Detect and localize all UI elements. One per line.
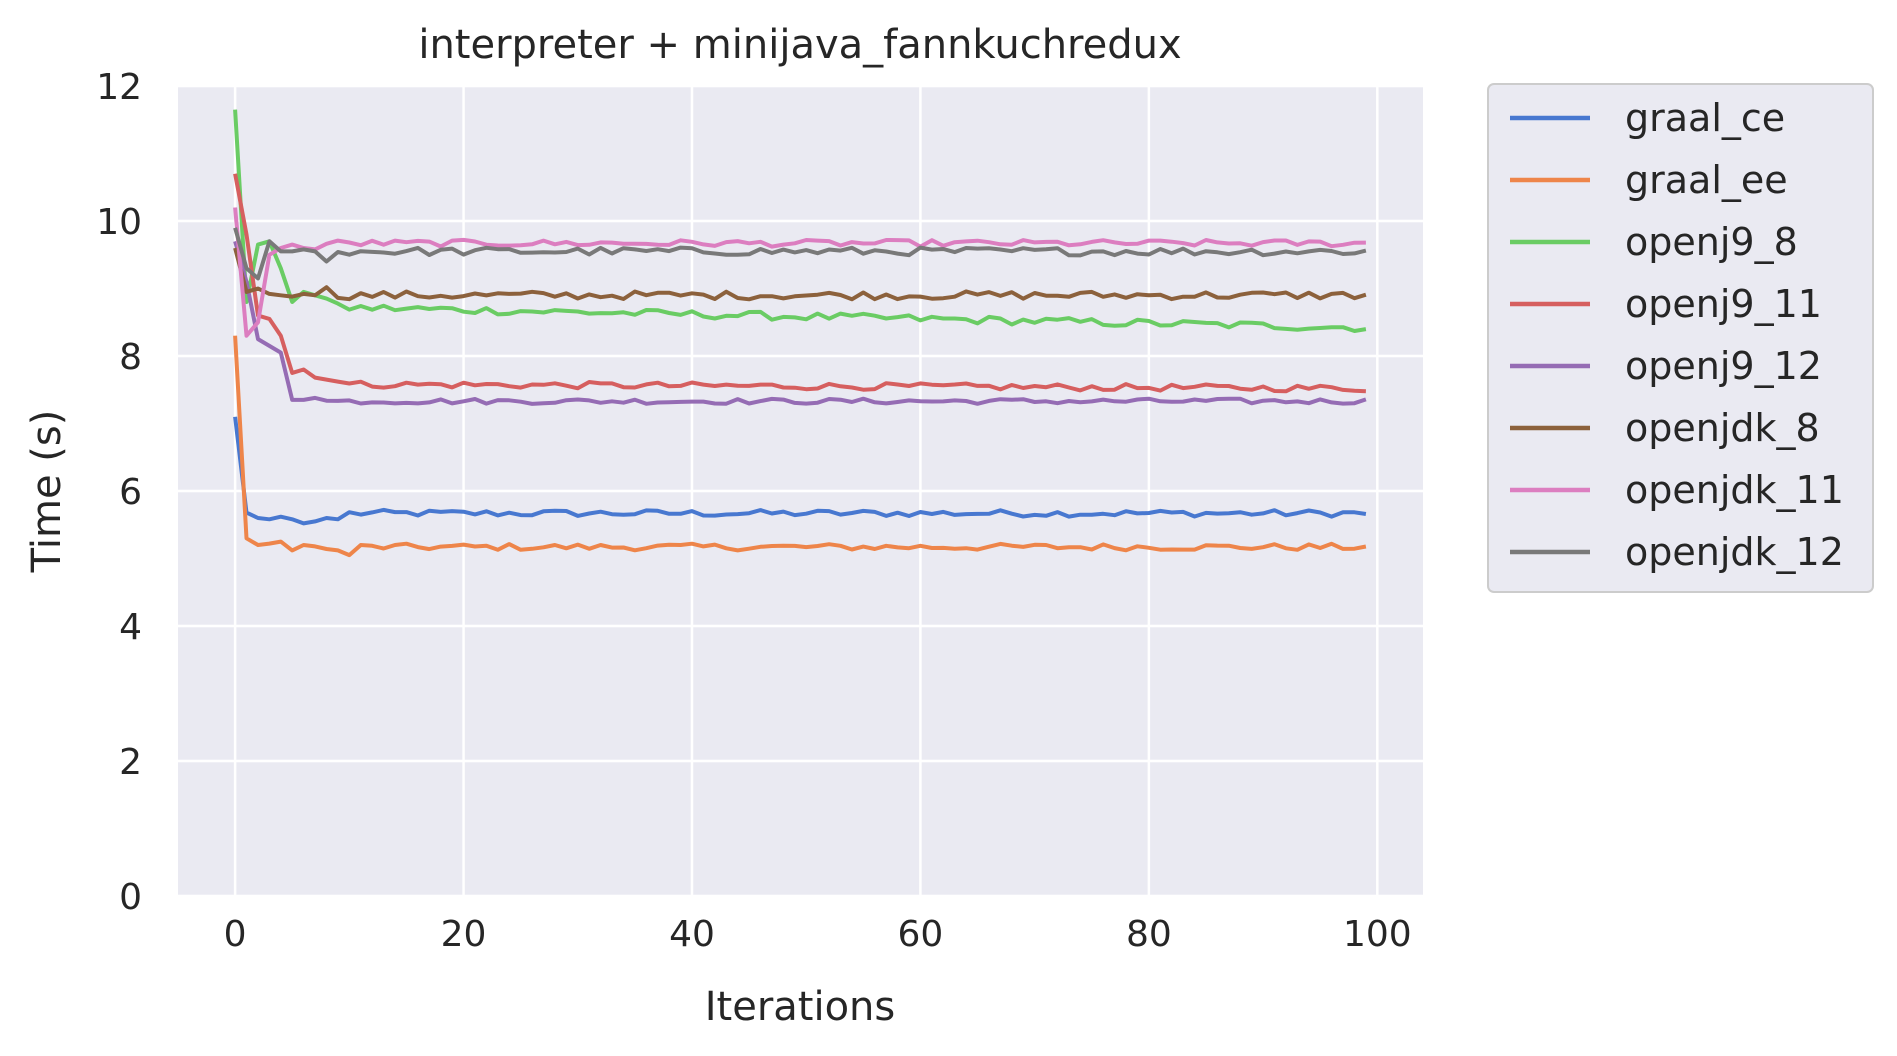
- x-axis-ticks: 0 20 40 60 80 100: [224, 914, 1412, 955]
- legend-label: openjdk_8: [1625, 406, 1820, 450]
- x-tick-label: 60: [898, 914, 944, 955]
- legend: graal_ce graal_ee openj9_8 openj9_11 openj9_…: [1487, 83, 1874, 593]
- y-tick-label: 6: [119, 472, 142, 513]
- x-axis-label: Iterations: [705, 984, 896, 1030]
- series-line-openjdk-12: [233, 227, 1367, 281]
- series-line-graal-ce: [233, 416, 1367, 526]
- chart-title: interpreter + minijava_fannkuchredux: [418, 22, 1181, 68]
- y-axis-label: Time (s): [24, 410, 70, 574]
- y-tick-label: 8: [119, 337, 142, 378]
- x-tick-label: 20: [441, 914, 487, 955]
- series-line-openjdk-8: [233, 247, 1367, 302]
- series-line-openj9-12: [233, 240, 1367, 406]
- series-line-openj9-11: [233, 173, 1366, 394]
- series-line-graal-ee: [233, 335, 1367, 558]
- y-tick-label: 4: [119, 607, 142, 648]
- legend-box: [1487, 83, 1874, 593]
- y-tick-label: 12: [96, 67, 142, 108]
- legend-label: openj9_11: [1625, 282, 1822, 326]
- y-tick-label: 2: [119, 742, 142, 783]
- legend-label: openj9_8: [1625, 220, 1798, 264]
- series-line-openjdk-11: [233, 207, 1366, 338]
- legend-label: openj9_12: [1625, 344, 1822, 388]
- legend-label: graal_ce: [1625, 96, 1785, 140]
- x-tick-label: 0: [224, 914, 247, 955]
- legend-label: openjdk_12: [1625, 530, 1844, 574]
- series-line-openj9-8: [233, 109, 1367, 333]
- grid: [178, 84, 1423, 898]
- x-tick-label: 80: [1126, 914, 1172, 955]
- y-tick-label: 10: [96, 202, 142, 243]
- series-lines: [233, 109, 1367, 558]
- legend-label: graal_ee: [1625, 158, 1788, 202]
- legend-label: openjdk_11: [1625, 468, 1844, 512]
- y-axis-ticks: 0 2 4 6 8 10 12: [96, 67, 142, 918]
- x-tick-label: 40: [669, 914, 715, 955]
- x-tick-label: 100: [1343, 914, 1412, 955]
- y-tick-label: 0: [119, 877, 142, 918]
